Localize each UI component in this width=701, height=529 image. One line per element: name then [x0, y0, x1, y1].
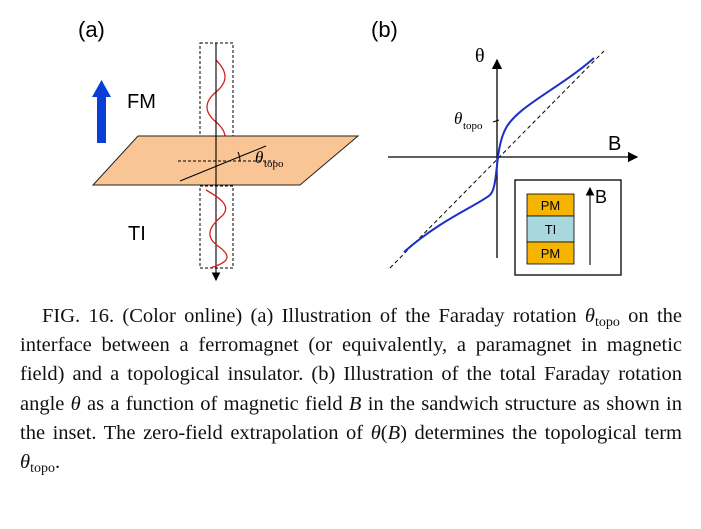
caption-theta-end: θ	[20, 451, 31, 474]
caption-theta-of-b: θ	[370, 421, 381, 444]
inset-pm-bottom-label: PM	[541, 246, 561, 261]
caption-prefix: FIG. 16. (Color online) (a) Illustration…	[42, 305, 577, 327]
theta-topo-sub-b: topo	[463, 120, 483, 132]
caption-theta-var: θ	[70, 392, 81, 415]
inset-pm-bottom	[526, 241, 575, 265]
caption-b-var: B	[348, 392, 362, 415]
caption-theta-topo: θ	[584, 305, 595, 327]
fm-label: FM	[127, 91, 156, 113]
panel-a-label: (a)	[78, 17, 105, 42]
inset-pm-top-label: PM	[541, 198, 561, 213]
caption-paren-close: )	[400, 421, 407, 444]
inset-ti-layer	[526, 215, 575, 243]
inset-field-label: B	[595, 187, 607, 207]
theta-b-curve	[403, 57, 595, 253]
caption-paren-open: (	[380, 421, 388, 444]
caption-theta-end-sub: topo	[30, 461, 55, 477]
interface-lines	[178, 145, 275, 182]
inset-box: PM TI PM B	[514, 179, 622, 276]
ti-label: TI	[128, 223, 146, 245]
caption-theta-topo-sub: topo	[594, 315, 620, 330]
y-axis-label: θ	[475, 45, 485, 67]
figure-caption: FIG. 16. (Color online) (a) Illustration…	[20, 302, 682, 477]
x-axis-label: B	[608, 133, 621, 155]
extrapolation-line	[389, 50, 605, 269]
theta-topo-symbol-a: θ	[255, 148, 263, 167]
caption-part2: on the interface between a ferromagnet (…	[20, 305, 683, 415]
figure: (a) FM TI θ topo (b) θ B θ topo	[78, 17, 639, 282]
caption-part4: in the sandwich structure as shown in th…	[20, 392, 682, 444]
theta-topo-tick	[492, 119, 500, 123]
caption-part3: as a function of magnetic field	[80, 392, 349, 415]
theta-topo-symbol-b: θ	[454, 109, 462, 128]
caption-end-period: .	[54, 451, 61, 474]
light-beam-lower	[199, 185, 234, 269]
fm-arrow-icon	[92, 80, 111, 143]
caption-b-var2: B	[387, 421, 401, 444]
caption-part5: determines the topological term	[406, 421, 682, 444]
theta-topo-sub-a: topo	[264, 158, 284, 170]
inset-ti-label: TI	[545, 222, 557, 237]
panel-b-label: (b)	[371, 17, 398, 42]
figure-svg: (a) FM TI θ topo (b) θ B θ topo	[78, 17, 639, 282]
